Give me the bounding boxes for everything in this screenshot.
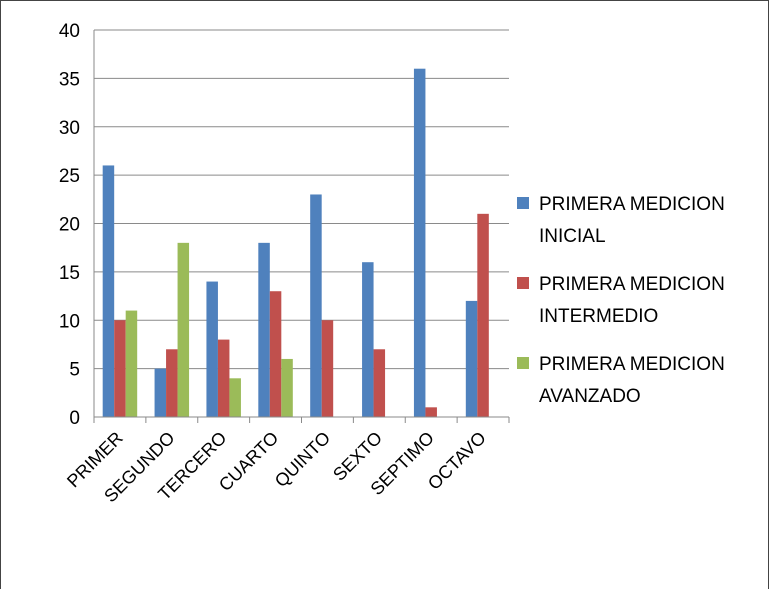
legend-swatch	[517, 277, 529, 289]
legend-label: INICIAL	[539, 226, 606, 247]
bar	[362, 262, 374, 417]
y-tick-label: 0	[69, 408, 80, 429]
bar	[413, 68, 426, 417]
bar	[477, 213, 489, 417]
x-tick-label: QUINTO	[271, 428, 334, 491]
y-tick-label: 10	[59, 311, 80, 332]
bar	[102, 165, 115, 417]
bar	[177, 242, 190, 417]
legend-label: PRIMERA MEDICION	[539, 354, 725, 375]
bar	[321, 320, 334, 417]
bar	[425, 407, 437, 417]
y-tick-label: 25	[59, 166, 80, 187]
y-tick-label: 35	[59, 69, 80, 90]
legend-label: PRIMERA MEDICION	[539, 274, 725, 295]
bar	[373, 349, 386, 417]
bar	[269, 291, 282, 417]
bar	[114, 320, 126, 417]
bar	[281, 358, 293, 417]
bar	[465, 300, 478, 417]
y-tick-label: 5	[69, 360, 80, 381]
bar	[217, 339, 230, 417]
bar	[154, 368, 167, 417]
legend-swatch	[517, 357, 529, 369]
x-tick-label: OCTAVO	[424, 428, 490, 494]
legend-label: AVANZADO	[539, 386, 641, 407]
bar	[206, 281, 218, 417]
y-tick-label: 15	[59, 263, 80, 284]
y-tick-label: 40	[59, 21, 80, 42]
bar	[258, 242, 270, 417]
legend-swatch	[517, 197, 529, 209]
legend-label: PRIMERA MEDICION	[539, 194, 725, 215]
bar	[310, 194, 322, 417]
y-tick-label: 20	[59, 215, 80, 236]
y-tick-label: 30	[59, 118, 80, 139]
bar	[166, 349, 178, 417]
bar	[125, 310, 138, 417]
legend-label: INTERMEDIO	[539, 306, 658, 327]
bar	[229, 378, 241, 417]
